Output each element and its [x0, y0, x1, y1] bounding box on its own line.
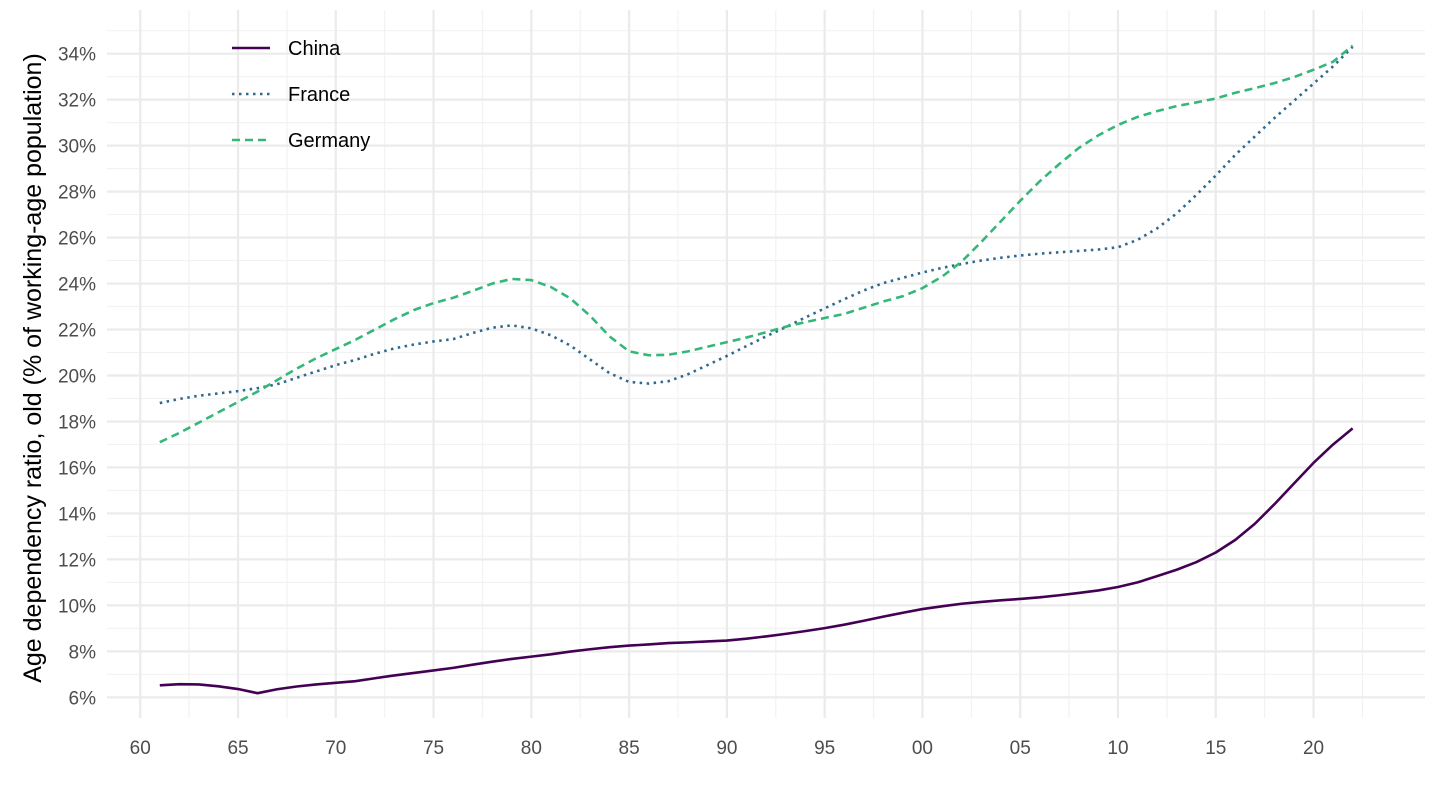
y-tick-label: 14% — [58, 504, 96, 525]
y-tick-label: 18% — [58, 412, 96, 433]
legend-label-china: China — [288, 38, 341, 60]
y-tick-label: 30% — [58, 137, 96, 158]
series-lines — [159, 44, 1354, 695]
legend: China France Germany — [232, 38, 370, 152]
y-tick-label: 22% — [58, 321, 96, 342]
y-tick-label: 10% — [58, 596, 96, 617]
x-tick-label: 95 — [814, 738, 835, 759]
series-line-germany — [159, 44, 1354, 444]
y-tick-label: 28% — [58, 183, 96, 204]
minor-gridlines — [107, 10, 1425, 718]
y-tick-label: 32% — [58, 91, 96, 112]
legend-label-germany: Germany — [288, 130, 370, 152]
y-tick-label: 16% — [58, 458, 96, 479]
x-axis-tick-labels: 60 65 70 75 80 85 90 95 00 05 10 15 20 — [130, 738, 1324, 759]
x-tick-label: 65 — [227, 738, 248, 759]
y-tick-label: 6% — [69, 688, 97, 709]
series-line-china — [159, 427, 1354, 695]
x-tick-label: 85 — [619, 738, 640, 759]
x-tick-label: 75 — [423, 738, 444, 759]
x-tick-label: 70 — [325, 738, 346, 759]
x-tick-label: 90 — [716, 738, 737, 759]
y-tick-label: 8% — [69, 642, 97, 663]
x-tick-label: 60 — [130, 738, 151, 759]
x-tick-label: 20 — [1303, 738, 1324, 759]
x-tick-label: 10 — [1107, 738, 1128, 759]
major-gridlines — [107, 10, 1425, 718]
y-axis-title: Age dependency ratio, old (% of working-… — [19, 53, 47, 683]
x-tick-label: 05 — [1010, 738, 1031, 759]
y-tick-label: 24% — [58, 275, 96, 296]
y-tick-label: 20% — [58, 366, 96, 387]
x-tick-label: 00 — [912, 738, 933, 759]
x-tick-label: 15 — [1205, 738, 1226, 759]
y-tick-label: 12% — [58, 550, 96, 571]
y-axis-tick-labels: 6% 8% 10% 12% 14% 16% 18% 20% 22% 24% 26% 28% 30% 32%… — [58, 45, 96, 710]
y-tick-label: 26% — [58, 229, 96, 250]
series-line-france — [159, 45, 1354, 405]
legend-label-france: France — [288, 84, 350, 106]
x-tick-label: 80 — [521, 738, 542, 759]
y-tick-label: 34% — [58, 45, 96, 66]
